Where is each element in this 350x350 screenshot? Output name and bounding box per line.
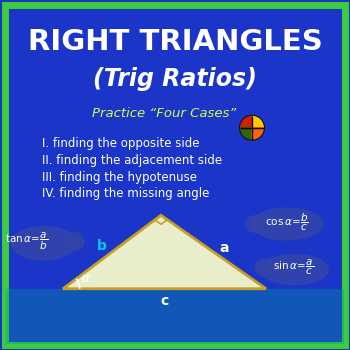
Text: $\tan\alpha\!=\!\dfrac{a}{b}$: $\tan\alpha\!=\!\dfrac{a}{b}$: [5, 231, 48, 252]
Ellipse shape: [66, 232, 85, 251]
Ellipse shape: [259, 254, 329, 285]
Text: II. finding the adjacement side: II. finding the adjacement side: [42, 154, 222, 167]
Text: III. finding the hypotenuse: III. finding the hypotenuse: [42, 170, 197, 184]
Wedge shape: [252, 117, 263, 128]
FancyBboxPatch shape: [6, 289, 344, 344]
Polygon shape: [63, 215, 266, 289]
Ellipse shape: [250, 207, 324, 241]
Text: RIGHT TRIANGLES: RIGHT TRIANGLES: [28, 28, 322, 56]
Ellipse shape: [10, 226, 77, 261]
Text: I. finding the opposite side: I. finding the opposite side: [42, 137, 199, 150]
Text: IV. finding the missing angle: IV. finding the missing angle: [42, 187, 209, 201]
Wedge shape: [241, 117, 252, 128]
Circle shape: [240, 116, 264, 140]
Wedge shape: [241, 128, 252, 139]
Text: $\cos\alpha\!=\!\dfrac{b}{c}$: $\cos\alpha\!=\!\dfrac{b}{c}$: [265, 212, 309, 233]
Text: c: c: [160, 294, 169, 308]
Text: $\alpha$: $\alpha$: [81, 272, 91, 286]
Text: b: b: [97, 239, 106, 253]
Ellipse shape: [245, 215, 266, 233]
FancyBboxPatch shape: [5, 5, 345, 345]
Text: (Trig Ratios): (Trig Ratios): [93, 67, 257, 91]
Text: a: a: [219, 241, 229, 255]
Wedge shape: [252, 128, 263, 139]
Text: Practice “Four Cases”: Practice “Four Cases”: [92, 107, 237, 120]
Ellipse shape: [254, 259, 274, 276]
Text: $\sin\alpha\!=\!\dfrac{a}{c}$: $\sin\alpha\!=\!\dfrac{a}{c}$: [273, 258, 315, 278]
